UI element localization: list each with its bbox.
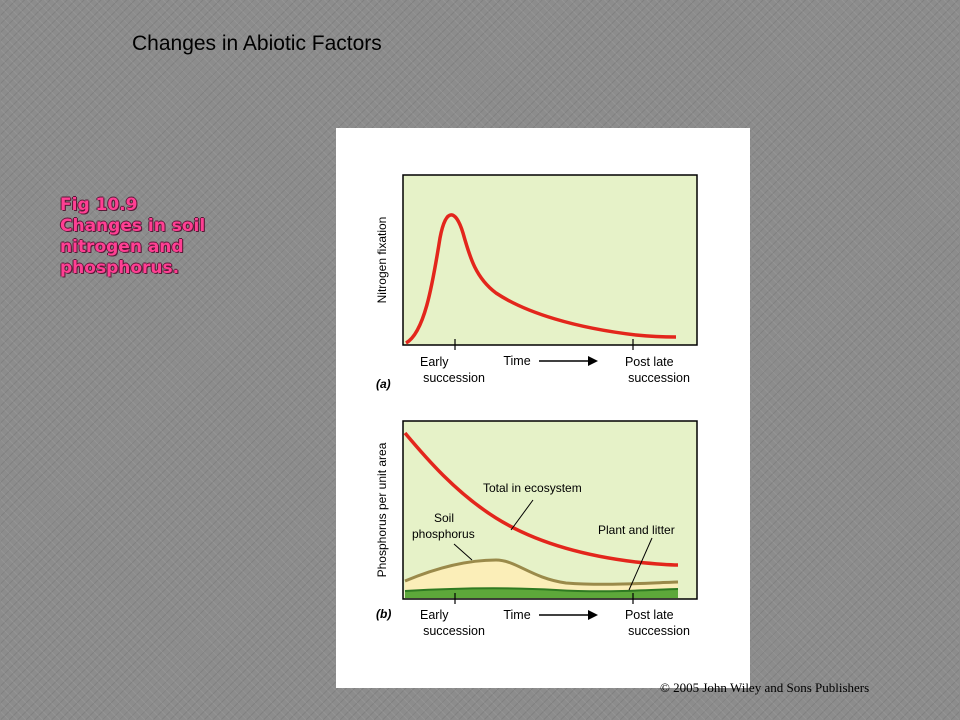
caption-line: Changes in soil: [60, 216, 206, 236]
soil-phosphorus-line: [404, 558, 679, 586]
caption-line: nitrogen and: [60, 237, 184, 257]
caption-line: Fig 10.9: [60, 195, 138, 215]
tick-label-b-late-line2: succession: [628, 624, 690, 638]
tick-label-b-early: Early succession: [420, 608, 485, 638]
plant-litter-area: [405, 588, 678, 598]
ylabel-b: Phosphorus per unit area: [375, 442, 389, 577]
caption-line: phosphorus.: [60, 258, 180, 278]
plot-a-background: [402, 174, 698, 346]
figure-svg: Nitrogen fixation Early succession Time …: [375, 174, 698, 638]
plant-litter-line: [404, 587, 679, 593]
tick-label-b-late-line1: Post late: [625, 608, 674, 622]
ylabel-a: Nitrogen fixation: [375, 217, 389, 304]
tick-label-a-early-line1: Early: [420, 355, 449, 369]
tick-label-b-time: Time: [503, 608, 530, 622]
annotation-total: Total in ecosystem: [483, 481, 582, 495]
tick-label-a-early-line2: succession: [423, 371, 485, 385]
tick-label-a-late-line2: succession: [628, 371, 690, 385]
figure-panel: Nitrogen fixation Early succession Time …: [336, 128, 750, 688]
tick-label-a-late: Post late succession: [625, 355, 690, 385]
tick-label-a-late-line1: Post late: [625, 355, 674, 369]
tick-label-b-late: Post late succession: [625, 608, 690, 638]
leader-soil: [453, 543, 473, 561]
tick-label-b-early-line1: Early: [420, 608, 449, 622]
annotation-soil: Soil phosphorus: [412, 511, 475, 541]
tick-label-a-early: Early succession: [420, 355, 485, 385]
nitrogen-fixation-curve: [404, 213, 677, 345]
panel-label-a: (a): [376, 377, 391, 391]
tick-label-a-time: Time: [503, 354, 530, 368]
annotation-soil-line1: Soil: [434, 511, 454, 525]
panel-label-b: (b): [376, 607, 391, 621]
time-arrow-b-head: [588, 610, 598, 620]
leader-plant: [628, 537, 653, 591]
copyright-notice: © 2005 John Wiley and Sons Publishers: [660, 680, 870, 695]
annotation-soil-line2: phosphorus: [412, 527, 475, 541]
figure-caption: Fig 10.9 Changes in soil nitrogen and ph…: [60, 195, 320, 279]
leader-total: [510, 499, 534, 531]
tick-label-b-early-line2: succession: [423, 624, 485, 638]
total-phosphorus-curve: [403, 431, 679, 567]
annotation-plant: Plant and litter: [598, 523, 675, 537]
slide-title: Changes in Abiotic Factors: [132, 32, 382, 55]
time-arrow-a-head: [588, 356, 598, 366]
